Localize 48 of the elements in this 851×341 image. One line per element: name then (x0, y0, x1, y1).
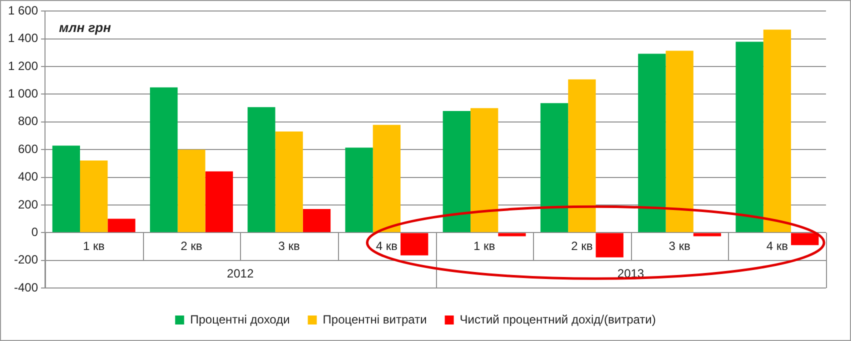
bar (400, 233, 428, 256)
bar (470, 108, 498, 232)
bar (52, 146, 80, 232)
bar (275, 131, 303, 232)
y-tick-label: -200 (14, 252, 38, 267)
y-tick-label: 800 (18, 114, 38, 128)
annotation: 2012 (226, 266, 254, 280)
bar (498, 233, 526, 236)
x-tick-label: 4 кв (376, 238, 398, 253)
x-tick-label: 4 кв (766, 238, 788, 253)
bar (638, 54, 666, 232)
y-tick-label: -400 (14, 280, 38, 294)
y-tick-label: 1 400 (8, 31, 38, 46)
y-tick-label: 200 (18, 197, 38, 212)
bar (540, 103, 568, 232)
bar (568, 79, 596, 232)
bar (763, 30, 792, 232)
bar (178, 150, 206, 232)
bar (791, 233, 819, 246)
bar (302, 208, 331, 232)
legend-label: Чистий процентний дохід/(витрати) (460, 312, 656, 326)
legend-label: Процентні доходи (190, 312, 290, 326)
bar (205, 171, 233, 232)
x-tick-label: 2 кв (180, 238, 202, 253)
y-tick-label: 600 (18, 142, 38, 156)
bar (736, 42, 764, 232)
legend-label: Процентні витрати (322, 312, 427, 326)
x-tick-label: 1 кв (83, 238, 105, 253)
bar (150, 87, 178, 232)
bar (80, 160, 108, 232)
x-tick-label: 1 кв (474, 238, 496, 253)
x-tick-label: 2 кв (571, 238, 593, 253)
x-tick-label: 3 кв (668, 238, 690, 253)
bar (108, 218, 136, 232)
y-tick-label: 0 (31, 224, 38, 239)
y-tick-label: 1 200 (8, 58, 38, 73)
bar (693, 233, 722, 236)
y-axis-title: млн грн (59, 20, 112, 35)
y-tick-label: 1 600 (8, 4, 38, 18)
bar (442, 110, 470, 232)
y-tick-label: 1 000 (8, 86, 38, 101)
bar (248, 107, 276, 232)
y-tick-label: 400 (18, 170, 38, 184)
bar (666, 50, 694, 232)
x-tick-label: 3 кв (278, 238, 300, 253)
bar (596, 233, 624, 258)
bar (372, 124, 401, 232)
bar (345, 148, 373, 232)
